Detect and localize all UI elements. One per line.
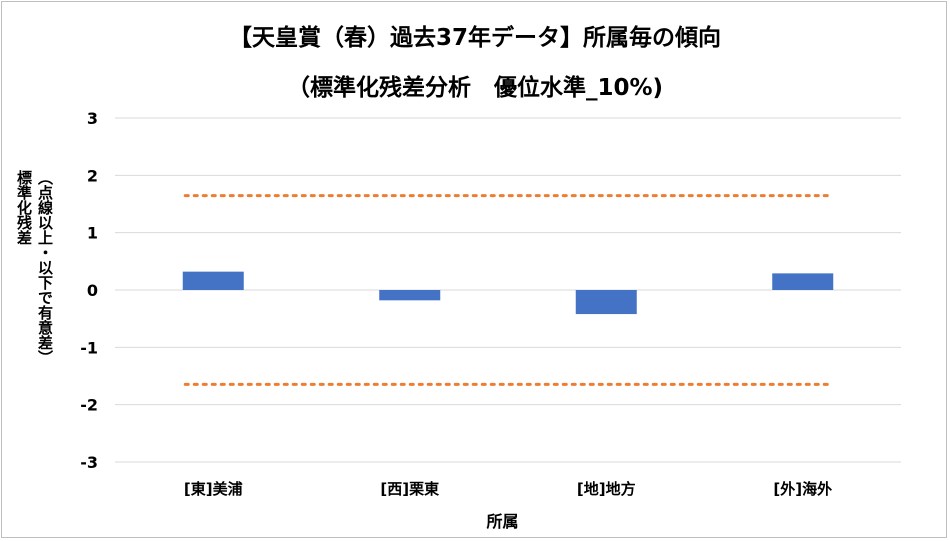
y-axis-title: （点線以上・以下で有意差） 標準化残差 — [14, 170, 56, 365]
y-tick-label: 3 — [87, 109, 98, 128]
x-tick-label: [外]海外 — [773, 480, 832, 498]
bar — [182, 271, 244, 290]
gridlines — [115, 117, 901, 463]
y-tick-label: -1 — [80, 338, 98, 357]
x-axis-title: 所属 — [486, 512, 519, 531]
bar — [772, 273, 834, 290]
x-tick-label: [西]栗東 — [380, 480, 439, 498]
chart-title-line2: （標準化残差分析 優位水準_10%) — [286, 75, 664, 101]
y-tick-label: 2 — [87, 166, 98, 185]
y-tick-label: 0 — [87, 281, 98, 300]
x-tick-labels: [東]美浦 [西]栗東 [地]地方 [外]海外 — [184, 480, 832, 498]
y-tick-label: -3 — [80, 453, 98, 472]
x-tick-label: [地]地方 — [577, 480, 636, 498]
bar — [379, 290, 441, 301]
bars — [182, 271, 834, 315]
y-axis-title-line1: （点線以上・以下で有意差） — [36, 170, 54, 365]
threshold-lines — [183, 194, 833, 386]
y-tick-labels: 3 2 1 0 -1 -2 -3 — [80, 109, 98, 472]
y-axis-title-line2: 標準化残差 — [15, 170, 33, 245]
y-tick-label: 1 — [87, 224, 98, 243]
x-tick-label: [東]美浦 — [184, 480, 243, 498]
y-tick-label: -2 — [80, 396, 98, 415]
chart-title-line1: 【天皇賞（春）過去37年データ】所属毎の傾向 — [228, 25, 721, 51]
bar — [575, 290, 637, 315]
